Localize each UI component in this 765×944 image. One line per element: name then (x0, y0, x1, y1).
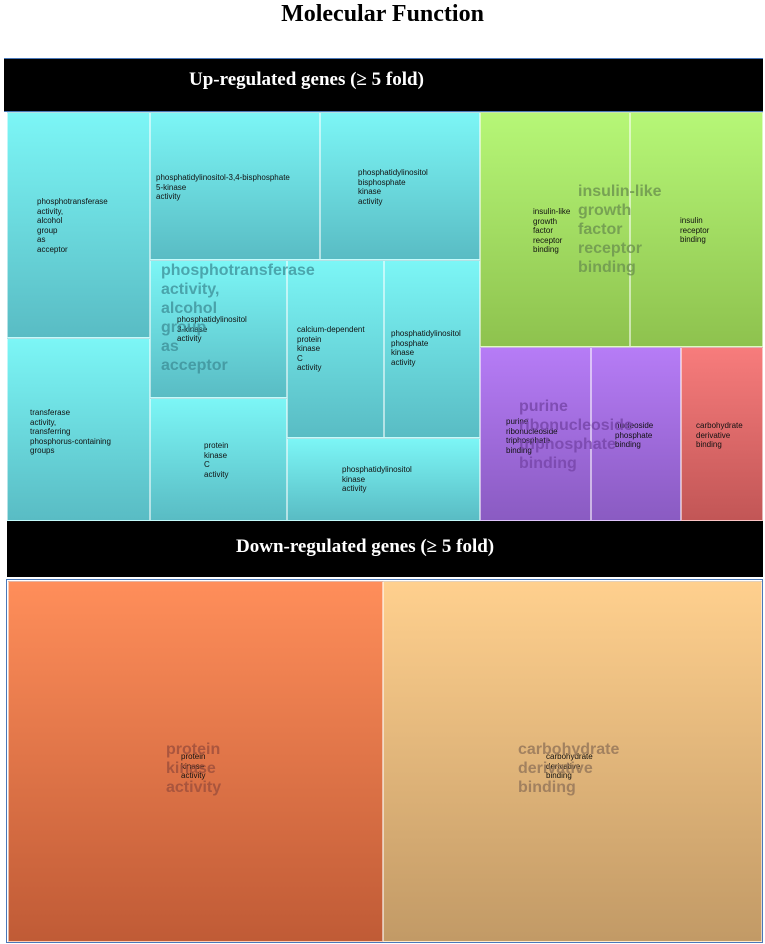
tile-label: purine ribonucleoside triphosphate bindi… (506, 417, 558, 455)
tile-insulin-receptor-binding: insulin receptor binding (630, 112, 763, 347)
tile-label: phosphatidylinositol-3,4-bisphosphate 5-… (156, 173, 290, 201)
tile-label: phosphotransferase activity, alcohol gro… (37, 197, 108, 254)
tile-label: nucleoside phosphate binding (615, 421, 654, 449)
tile-label: insulin receptor binding (680, 216, 710, 244)
tile-transferase-activity: transferase activity, transferring phosp… (7, 338, 150, 521)
group-label-insulin-like: insulin-like growth factor receptor bind… (578, 183, 662, 276)
tile-label: carbohydrate derivative binding (546, 752, 593, 780)
tile-pip2-5-kinase: phosphatidylinositol-3,4-bisphosphate 5-… (150, 112, 320, 260)
tile-label: phosphatidylinositol bisphosphate kinase… (358, 168, 428, 206)
tile-pi-kinase: phosphatidylinositol kinase activity (287, 438, 480, 521)
group-label-protein-kinase: protein kinase activity (166, 741, 222, 796)
upregulated-banner: Up-regulated genes (≥ 5 fold) (4, 59, 763, 111)
tile-label: carbohydrate derivative binding (696, 421, 743, 449)
tile-calcium-pkc: calcium-dependent protein kinase C activ… (287, 260, 384, 438)
tile-nucleoside-phosphate-binding: nucleoside phosphate binding (591, 347, 681, 521)
tile-label: insulin-like growth factor receptor bind… (533, 207, 571, 254)
downregulated-banner-label: Down-regulated genes (≥ 5 fold) (236, 536, 495, 557)
downregulated-banner: Down-regulated genes (≥ 5 fold) (7, 521, 763, 577)
tile-label: protein kinase activity (181, 752, 206, 780)
tile-label: phosphatidylinositol 3-kinase activity (177, 315, 247, 343)
figure-title: Molecular Function (281, 1, 484, 27)
tile-pkc-activity: protein kinase C activity (150, 398, 287, 521)
tile-protein-kinase-activity: protein kinase activity (8, 581, 383, 942)
tile-purine-binding: purine ribonucleoside triphosphate bindi… (480, 347, 591, 521)
tile-pi-bisphosphate-kinase: phosphatidylinositol bisphosphate kinase… (320, 112, 480, 260)
tile-label: protein kinase C activity (204, 441, 229, 479)
tile-phosphotransferase-activity: phosphotransferase activity, alcohol gro… (7, 112, 150, 338)
group-label-carbohydrate: carbohydrate derivative binding (518, 741, 620, 796)
tile-pi-phosphate-kinase: phosphatidylinositol phosphate kinase ac… (384, 260, 480, 438)
upregulated-banner-label: Up-regulated genes (≥ 5 fold) (189, 69, 424, 90)
tile-igf-receptor-binding: insulin-like growth factor receptor bind… (480, 112, 630, 347)
tile-label: phosphatidylinositol kinase activity (342, 465, 412, 493)
tile-carbohydrate-derivative-binding-down: carbohydrate derivative binding (383, 581, 762, 942)
tile-pi-3-kinase: phosphatidylinositol 3-kinase activity (150, 260, 287, 398)
group-label-phosphotransferase: phosphotransferase activity, alcohol gro… (161, 262, 315, 374)
tile-label: phosphatidylinositol phosphate kinase ac… (391, 329, 461, 367)
tile-label: transferase activity, transferring phosp… (30, 408, 111, 455)
group-label-purine: purine ribonucleoside triphosphate bindi… (519, 398, 633, 472)
downregulated-frame (6, 579, 763, 943)
tile-carbohydrate-derivative-binding: carbohydrate derivative binding (681, 347, 763, 521)
tile-label: calcium-dependent protein kinase C activ… (297, 325, 365, 372)
